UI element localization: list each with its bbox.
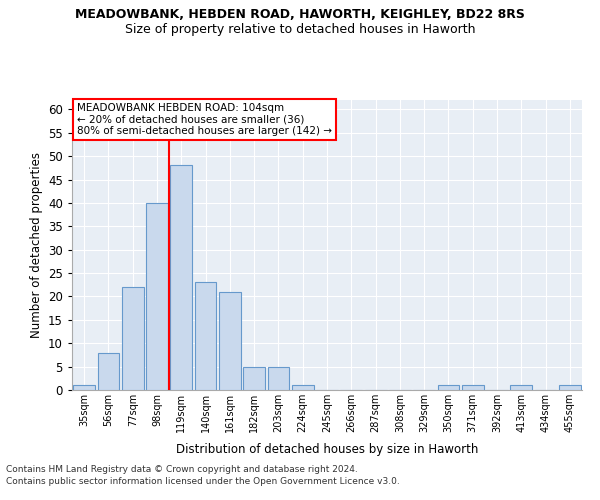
Bar (559, 386, 581, 390)
Bar (511, 386, 532, 390)
Text: Contains public sector information licensed under the Open Government Licence v3: Contains public sector information licen… (6, 477, 400, 486)
Bar (97, 352, 119, 390)
Text: Size of property relative to detached houses in Haworth: Size of property relative to detached ho… (125, 22, 475, 36)
Bar (122, 287, 143, 390)
Bar (268, 366, 289, 390)
Text: MEADOWBANK, HEBDEN ROAD, HAWORTH, KEIGHLEY, BD22 8RS: MEADOWBANK, HEBDEN ROAD, HAWORTH, KEIGHL… (75, 8, 525, 20)
Bar (73, 386, 95, 390)
Bar (462, 386, 484, 390)
Text: Distribution of detached houses by size in Haworth: Distribution of detached houses by size … (176, 442, 478, 456)
Bar (437, 386, 460, 390)
Bar (243, 366, 265, 390)
Text: MEADOWBANK HEBDEN ROAD: 104sqm
← 20% of detached houses are smaller (36)
80% of : MEADOWBANK HEBDEN ROAD: 104sqm ← 20% of … (77, 103, 332, 136)
Bar (219, 292, 241, 390)
Y-axis label: Number of detached properties: Number of detached properties (29, 152, 43, 338)
Bar (194, 282, 217, 390)
Bar (292, 386, 314, 390)
Bar (146, 203, 168, 390)
Bar (170, 166, 192, 390)
Text: Contains HM Land Registry data © Crown copyright and database right 2024.: Contains HM Land Registry data © Crown c… (6, 466, 358, 474)
